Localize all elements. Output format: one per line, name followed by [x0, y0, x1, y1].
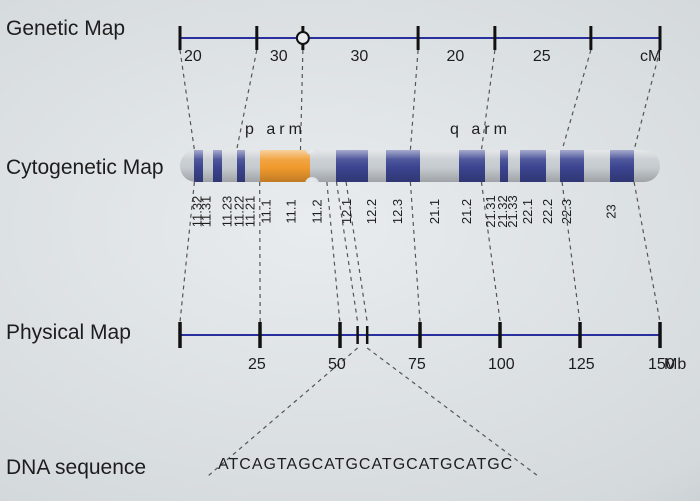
physical-unit: Mb	[664, 356, 686, 374]
band-12.1	[336, 150, 367, 182]
band-21.2	[459, 150, 485, 182]
physical-tick-100: 100	[488, 356, 515, 374]
physical-tick-25: 25	[248, 356, 266, 374]
band-11.1	[260, 150, 284, 182]
band-label-22.3: 22.3	[559, 199, 574, 224]
physical-tick-75: 75	[408, 356, 426, 374]
band-11.32	[194, 150, 203, 182]
band-12.2	[368, 150, 386, 182]
band-23	[610, 150, 634, 182]
band-0	[180, 150, 194, 182]
band-label-12.1: 12.1	[339, 199, 354, 224]
genetic-map-title: Genetic Map	[6, 17, 125, 41]
band-11.23	[222, 150, 236, 182]
band-label-12.3: 12.3	[390, 199, 405, 224]
band-label-11.1: 11.1	[258, 199, 273, 223]
band-label-22.1: 22.1	[520, 199, 535, 224]
dna-sequence-title: DNA sequence	[6, 456, 146, 480]
chromosome-ideogram	[180, 150, 660, 182]
p-arm-label: p arm	[245, 121, 306, 139]
band-label-11.2: 11.2	[310, 199, 325, 223]
band-label-21.1: 21.1	[427, 199, 442, 224]
physical-map-title: Physical Map	[6, 321, 131, 345]
band-label-11.31: 11.31	[198, 196, 213, 228]
band-label-21.33: 21.33	[505, 195, 520, 228]
band-12.3	[386, 150, 421, 182]
band-11.31	[203, 150, 213, 182]
q-arm-label: q arm	[450, 121, 511, 139]
band-23	[634, 150, 660, 182]
band-22.3	[560, 150, 584, 182]
genetic-interval-2: 30	[350, 48, 368, 66]
band-label-11.21: 11.21	[243, 196, 258, 228]
band-label-12.2: 12.2	[364, 199, 379, 224]
band-21.1	[420, 150, 458, 182]
band-label-11.1: 11.1	[284, 199, 299, 223]
physical-tick-125: 125	[568, 356, 595, 374]
band-21	[584, 150, 610, 182]
genetic-interval-3: 20	[446, 48, 464, 66]
band-21.32	[500, 150, 509, 182]
physical-tick-50: 50	[328, 356, 346, 374]
cytogenetic-map-title: Cytogenetic Map	[6, 156, 164, 180]
genetic-unit: cM	[640, 48, 661, 66]
band-22.1	[520, 150, 546, 182]
dna-sequence-text: ATCAGTAGCATGCATGCATGCATGC	[218, 456, 513, 474]
band-21.33	[508, 150, 520, 182]
band-label-21.2: 21.2	[459, 199, 474, 224]
band-21.31	[485, 150, 499, 182]
genetic-interval-0: 20	[184, 48, 202, 66]
band-22.2	[546, 150, 559, 182]
band-label-23: 23	[604, 204, 619, 218]
band-11.22	[237, 150, 246, 182]
band-3	[213, 150, 223, 182]
genetic-interval-1: 30	[270, 48, 288, 66]
genetic-interval-4: 25	[533, 48, 551, 66]
band-label-22.2: 22.2	[540, 199, 555, 224]
band-11.21	[245, 150, 259, 182]
